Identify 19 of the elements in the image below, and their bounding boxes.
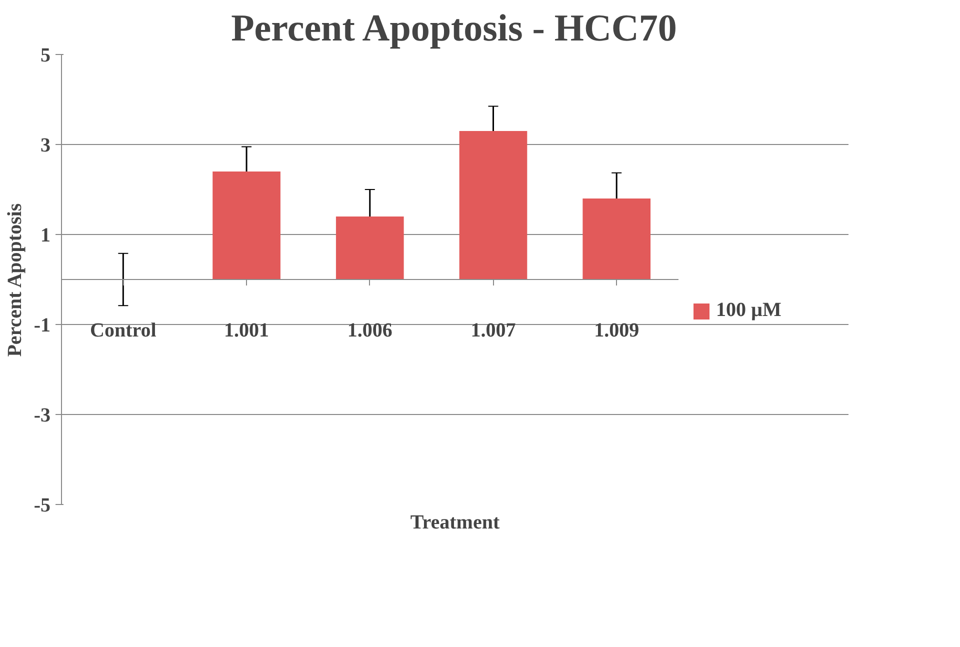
y-tick-label: 1 <box>40 224 50 246</box>
legend-label: 100 µM <box>716 299 782 322</box>
y-axis-title: Percent Apoptosis <box>4 203 26 357</box>
bar <box>459 131 528 280</box>
bar <box>336 216 404 280</box>
y-tick-label: 3 <box>40 134 50 156</box>
x-tick-label: 1.009 <box>594 320 640 342</box>
x-axis-title: Treatment <box>410 512 500 534</box>
x-tick-label: 1.001 <box>224 320 270 342</box>
y-tick-label: -1 <box>34 314 51 336</box>
bar <box>212 172 280 280</box>
x-tick-label: 1.007 <box>470 320 516 342</box>
y-tick-label: -3 <box>34 404 51 426</box>
bar <box>582 198 651 280</box>
y-tick-label: 5 <box>40 44 50 66</box>
x-tick-label: 1.006 <box>347 320 392 342</box>
chart-title: Percent Apoptosis - HCC70 <box>231 8 677 50</box>
y-tick-label: -5 <box>34 494 51 516</box>
x-tick-label: Control <box>90 320 157 342</box>
